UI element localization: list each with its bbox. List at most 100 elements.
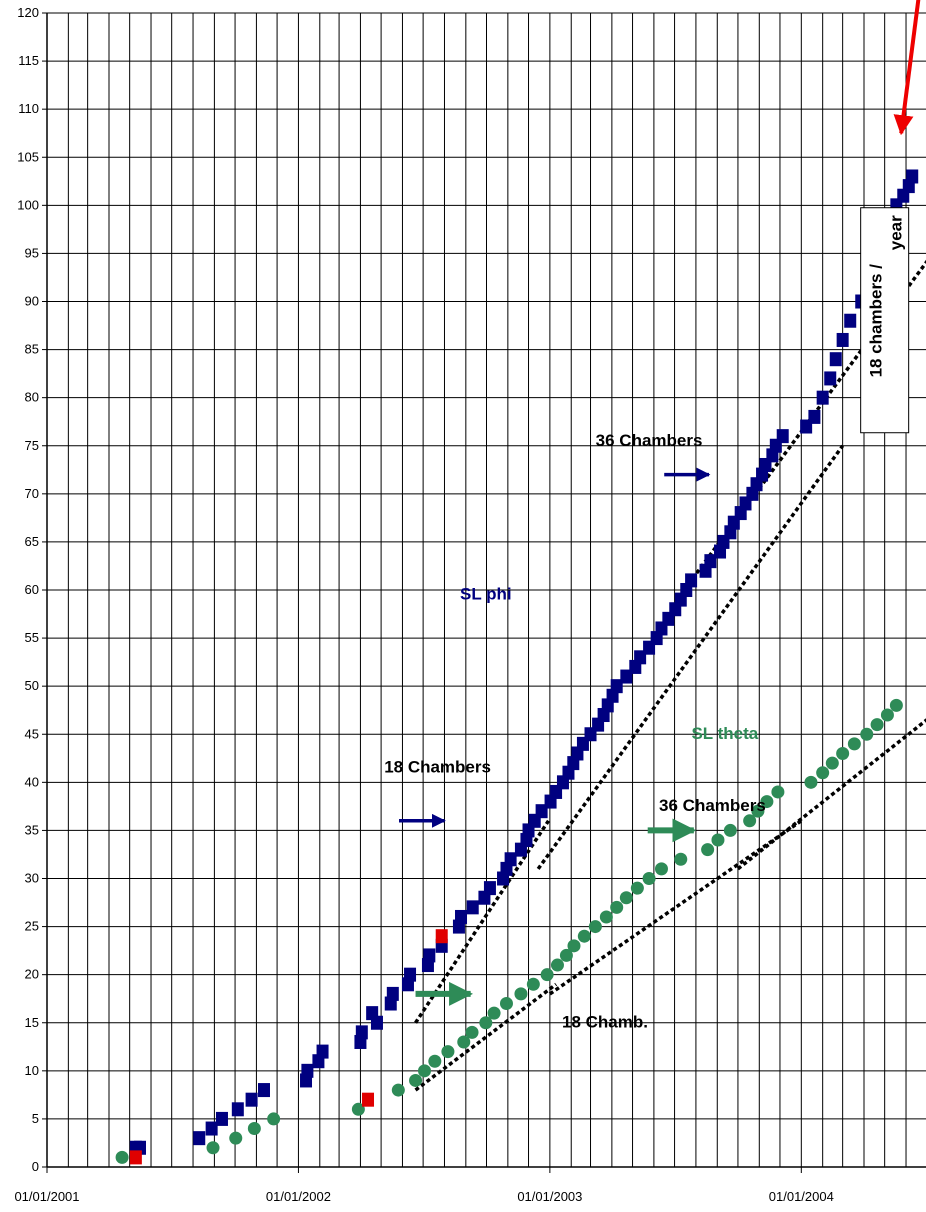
data-point [205,1121,218,1136]
data-point [599,910,613,924]
data-point [550,958,564,972]
data-point [816,766,830,780]
y-tick-label: 45 [25,726,39,741]
axes: 0 5 10 15 20 25 30 35 40 45 50 55 60 65 70 75 80 85 90 95 10… [14,5,926,1204]
data-point [355,1025,368,1040]
data-point [455,909,468,924]
data-point [751,804,765,818]
data-point [504,852,517,867]
data-point [771,785,785,799]
series [129,929,448,1165]
annotation-theta-36: 36 Chambers [659,796,766,815]
data-point [836,332,849,347]
y-tick-label: 85 [25,342,39,357]
y-tick-label: 90 [25,294,39,309]
data-point [804,775,818,789]
y-tick-label: 115 [18,53,39,68]
data-point [386,986,399,1001]
y-tick-label: 35 [25,822,39,837]
data-point [487,1006,501,1020]
series [129,169,919,1155]
annotations: SL phi SL theta 18 Chambers 36 Chambers 36 C… [384,207,910,1032]
data-point [654,862,668,876]
x-tick-label: 01/01/2002 [266,1189,331,1204]
data-point [115,1150,129,1164]
data-point [366,1006,379,1021]
data-point [428,1054,442,1068]
data-series [115,169,919,1165]
data-point [685,573,698,588]
data-point [829,352,842,367]
data-point [404,967,417,982]
data-point [435,929,448,944]
data-point [824,371,837,386]
data-point [418,1064,432,1078]
y-tick-label: 105 [17,149,39,164]
data-point [844,313,857,328]
data-point [245,1092,258,1107]
y-tick-label: 5 [32,1111,39,1126]
data-point [760,795,774,809]
data-point [540,968,554,982]
data-point [215,1111,228,1126]
red-pointer-arrow [893,0,921,136]
x-tick-label: 01/01/2001 [14,1189,79,1204]
data-point [129,1150,142,1165]
y-tick-label: 50 [25,678,39,693]
data-point [860,727,874,741]
data-point [526,977,540,991]
data-point [231,1102,244,1117]
rate-annotation-line: year [887,215,906,250]
data-point [465,1025,479,1039]
data-point [588,920,602,934]
y-tick-label: 80 [25,390,39,405]
series [115,698,903,1164]
data-point [457,1035,471,1049]
y-tick-label: 70 [25,486,39,501]
data-point [870,718,884,732]
x-tick-label: 01/01/2003 [517,1189,582,1204]
data-point [267,1112,281,1126]
y-tick-label: 10 [25,1063,39,1078]
y-tick-label: 20 [25,967,39,982]
data-point [880,708,894,722]
y-tick-label: 120 [17,5,39,20]
trend-lines [414,259,926,1092]
rate-annotation-line: 18 chambers / [867,264,886,378]
y-tick-label: 60 [25,582,39,597]
data-point [743,814,757,828]
data-point [316,1044,329,1059]
data-point [479,1016,493,1030]
y-tick-label: 15 [25,1015,39,1030]
data-point [642,872,656,885]
y-tick-label: 100 [17,197,39,212]
data-point [391,1083,405,1097]
data-point [351,1102,365,1116]
data-point [301,1063,314,1078]
data-point [906,169,919,184]
data-point [808,409,821,424]
data-point [577,929,591,943]
rate-annotation: 18 chambers /year [860,207,910,434]
data-point [466,900,479,915]
y-tick-label: 40 [25,774,39,789]
trend-line [536,444,845,870]
trend-line [414,819,550,1024]
red-arrow-line [893,0,921,136]
data-point [362,1092,375,1107]
data-point [674,852,688,866]
data-point [499,997,513,1011]
annotation-arrows [399,467,711,1006]
data-point [441,1045,455,1059]
data-point [610,900,624,914]
data-point [206,1141,220,1155]
trend-line [736,718,926,871]
data-point [847,737,861,751]
data-point [409,1073,423,1087]
annotation-sl-phi: SL phi [460,585,512,604]
rate-box [860,207,910,434]
data-point [619,891,633,905]
x-tick-label: 01/01/2004 [769,1189,834,1204]
data-point [610,679,623,694]
